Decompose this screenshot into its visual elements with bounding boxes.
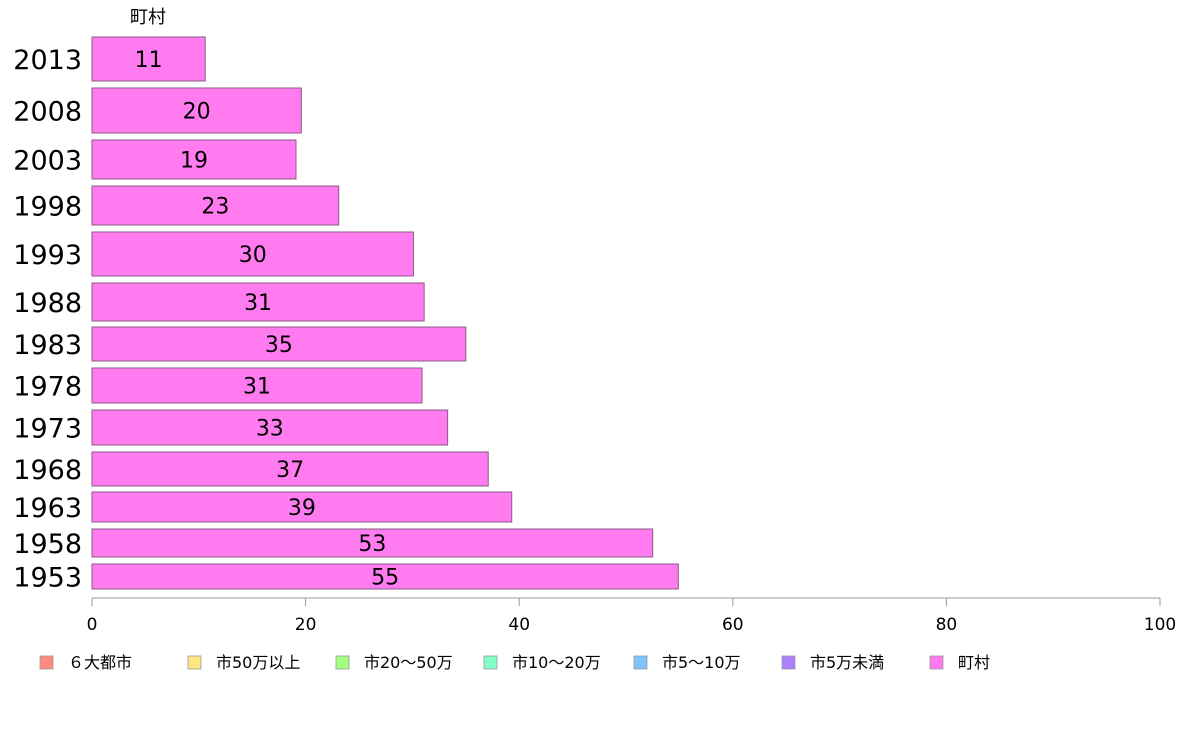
data-label-1963: 39	[288, 496, 316, 521]
bar-1968	[91, 451, 489, 487]
x-axis: 0 20 40 60 80 100	[87, 597, 1176, 635]
y-tick-label-2003: 2003	[13, 146, 82, 177]
data-label-1958: 53	[358, 532, 386, 557]
data-label-1978: 31	[243, 375, 271, 400]
bars-group: 11 20 19 23 30 31 35 31 33 37 39 53 55	[91, 36, 679, 591]
bar-2008	[91, 87, 302, 134]
x-tick-label-100: 100	[1144, 615, 1176, 635]
bar-1963	[91, 491, 513, 523]
data-label-2003: 19	[180, 149, 208, 174]
y-tick-label-1993: 1993	[13, 240, 82, 271]
y-tick-label-1958: 1958	[13, 529, 82, 560]
legend-label: 市5万未満	[810, 653, 884, 672]
y-tick-label-1963: 1963	[13, 493, 82, 524]
y-tick-label-2013: 2013	[13, 45, 82, 76]
y-tick-label-1968: 1968	[13, 455, 82, 486]
data-label-1973: 33	[256, 417, 284, 442]
legend-swatch	[633, 655, 648, 670]
legend-label: 町村	[958, 653, 990, 672]
y-tick-label-1978: 1978	[13, 372, 82, 403]
legend-swatch	[335, 655, 350, 670]
bar-1988	[91, 282, 425, 322]
y-axis-tick-labels: 2013 2008 2003 1998 1993 1988 1983 1978 1973 1968…	[13, 45, 82, 594]
legend: ６大都市 市50万以上 市20〜50万 市10〜20万 市5〜10万 市5万未満 町村	[39, 653, 990, 672]
legend-swatch	[39, 655, 54, 670]
bar-2003	[91, 139, 297, 180]
y-tick-label-1988: 1988	[13, 288, 82, 319]
y-tick-label-1973: 1973	[13, 414, 82, 445]
data-label-2013: 11	[135, 48, 163, 73]
y-tick-label-1998: 1998	[13, 192, 82, 223]
bar-1993	[91, 231, 414, 277]
bar-1998	[91, 185, 340, 226]
data-label-2008: 20	[183, 100, 211, 125]
series-header: 町村	[130, 7, 166, 28]
legend-swatch	[483, 655, 498, 670]
bar-1953	[91, 563, 679, 590]
legend-label: 市50万以上	[216, 653, 300, 672]
data-label-1983: 35	[265, 333, 293, 358]
data-label-1953: 55	[371, 566, 399, 591]
data-label-1993: 30	[239, 243, 267, 268]
legend-swatch	[929, 655, 944, 670]
data-label-1998: 23	[201, 195, 229, 220]
bar-1983	[91, 326, 467, 362]
legend-label: 市5〜10万	[662, 653, 741, 672]
y-tick-label-2008: 2008	[13, 97, 82, 128]
legend-swatch	[781, 655, 796, 670]
legend-label: 市10〜20万	[512, 653, 601, 672]
legend-swatch	[187, 655, 202, 670]
data-label-1968: 37	[276, 458, 304, 483]
legend-label: 市20〜50万	[364, 653, 453, 672]
bar-1973	[91, 409, 449, 446]
x-tick-label-0: 0	[87, 615, 98, 635]
x-tick-label-60: 60	[722, 615, 744, 635]
bar-1958	[91, 528, 654, 558]
bar-1978	[91, 367, 423, 404]
legend-label: ６大都市	[68, 653, 132, 672]
x-tick-label-20: 20	[295, 615, 317, 635]
x-tick-label-80: 80	[936, 615, 958, 635]
y-tick-label-1983: 1983	[13, 330, 82, 361]
bar-2013	[91, 36, 206, 82]
x-tick-label-40: 40	[508, 615, 530, 635]
data-label-1988: 31	[244, 291, 272, 316]
y-tick-label-1953: 1953	[13, 563, 82, 594]
